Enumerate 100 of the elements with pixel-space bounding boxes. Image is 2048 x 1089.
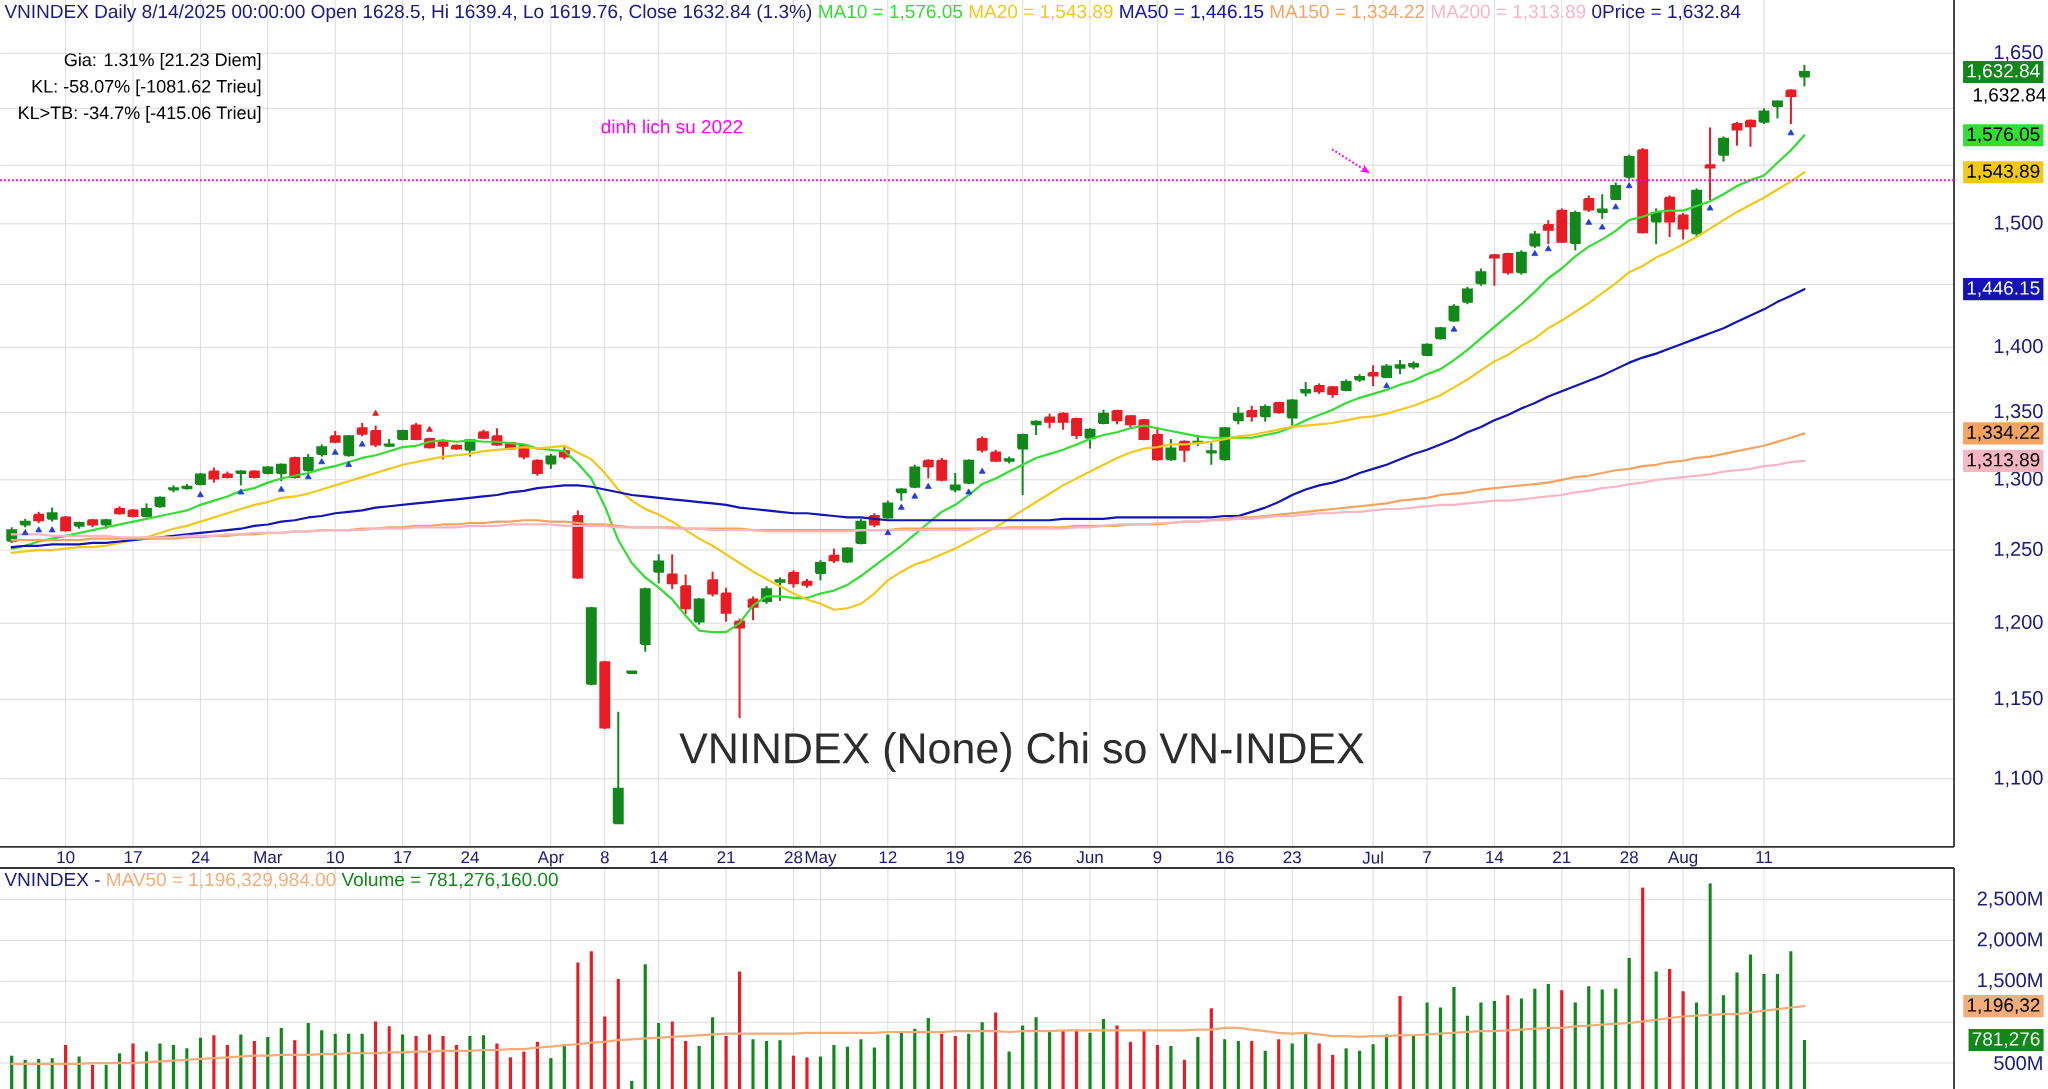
- y-tick-label: 1,100: [1994, 770, 2043, 788]
- point: [1450, 325, 1458, 332]
- candlestick: [1596, 193, 1608, 221]
- point: [1706, 204, 1714, 211]
- y-tick-label: 500M: [1994, 1055, 2042, 1071]
- x-tick-label: Mar: [254, 851, 283, 864]
- x-tick-label: 12: [879, 851, 897, 864]
- candlestick: [1704, 126, 1716, 202]
- candlestick: [1745, 118, 1756, 148]
- chart-title: VNINDEX Daily 8/14/2025 00:00:00 Open 1628.5, Hi 1639.4, Lo 1619.76, Close 1632.84 (1.3%): [4, 4, 812, 22]
- y-tick-label: 2,000M: [1977, 932, 2042, 949]
- y-tick-label: 1,313.89: [1967, 453, 2040, 469]
- x-tick-label: 14: [650, 851, 668, 863]
- point: [426, 425, 433, 432]
- point: [48, 526, 56, 533]
- x-tick-label: 24: [191, 851, 210, 864]
- point: [197, 491, 204, 498]
- x-tick-label: 17: [394, 851, 412, 863]
- y-tick-label: 1,334.22: [1967, 425, 2040, 442]
- text: Volume = 781,276,160.00: [341, 872, 558, 889]
- y-tick-label: 1,150: [1994, 691, 2043, 708]
- x-tick-label: 21: [1553, 851, 1571, 864]
- candlestick: [1785, 88, 1797, 126]
- x-tick-label: 7: [1423, 851, 1431, 863]
- y-tick-label: 2,500M: [1977, 891, 2042, 908]
- text: 1,196,32: [1967, 998, 2040, 1015]
- candlestick: [693, 596, 705, 626]
- candlestick: [370, 424, 382, 449]
- y-tick-label: 1,500M: [1978, 973, 2042, 990]
- x-tick-label: 9: [1153, 851, 1162, 864]
- x-tick-label: 28: [1620, 851, 1638, 864]
- annotation: Gia: 1.31% [21.23 Diem]: [64, 52, 261, 70]
- candlestick: [1731, 120, 1743, 147]
- x-tick-label: May: [805, 851, 837, 867]
- point: [1585, 218, 1593, 225]
- candlestick: [1515, 249, 1527, 276]
- point: [965, 488, 973, 495]
- candlestick: [707, 570, 719, 598]
- point: [1625, 182, 1633, 189]
- y-tick-label: 1,250: [1994, 541, 2043, 559]
- point: [1787, 129, 1795, 136]
- candlestick: [653, 553, 665, 585]
- point: [304, 473, 312, 480]
- candlestick: [1677, 212, 1689, 241]
- candlestick: [815, 559, 826, 582]
- annotation: VNINDEX (None) Chi so VN-INDEX: [679, 731, 1364, 773]
- text: MA20 = 1,543.89: [969, 4, 1113, 21]
- annotation: KL: -58.07% [-1081.62 Trieu]: [32, 79, 261, 97]
- x-tick-label: 11: [1756, 851, 1772, 863]
- candlestick: [680, 573, 692, 616]
- y-tick-label: 1,446.15: [1967, 281, 2040, 298]
- x-tick-label: 16: [1216, 851, 1234, 864]
- candlestick: [1367, 364, 1379, 387]
- candlestick: [949, 471, 961, 494]
- candlestick: [1488, 252, 1500, 287]
- x-tick-label: 8: [600, 851, 609, 864]
- candlestick: [1542, 219, 1554, 246]
- chart-subtitle: 0Price = 1,632.84: [1592, 4, 1741, 21]
- text: 781,276: [1972, 1032, 2040, 1048]
- y-tick-label: 1,576.05: [1967, 127, 2040, 144]
- point: [884, 529, 892, 536]
- candlestick: [1664, 194, 1676, 239]
- x-tick-label: 26: [1014, 851, 1032, 864]
- text: MAV50 = 1,196,329,984.00: [107, 872, 336, 889]
- point: [1612, 203, 1620, 210]
- y-tick-label: 1,543.89: [1967, 164, 2040, 181]
- text: MA150 = 1,334.22: [1270, 4, 1425, 21]
- y-tick-label: 1,300: [1994, 471, 2043, 489]
- candlestick: [666, 553, 678, 591]
- x-tick-label: 10: [57, 851, 75, 864]
- annotation: KL>TB: -34.7% [-415.06 Trieu]: [19, 105, 261, 123]
- candlestick: [922, 458, 934, 480]
- point: [897, 503, 905, 510]
- candlestick: [1165, 438, 1177, 462]
- point: [372, 409, 379, 416]
- y-tick-label: 1,200: [1994, 614, 2043, 632]
- y-tick-label: 1,400: [1994, 338, 2043, 356]
- x-tick-label: 19: [947, 851, 964, 864]
- x-tick-label: 24: [461, 851, 479, 864]
- candlestick: [1286, 398, 1298, 427]
- point: [331, 448, 339, 455]
- point: [1544, 245, 1552, 252]
- point: [318, 458, 326, 465]
- x-tick-label: Jun: [1076, 851, 1103, 864]
- candlestick: [343, 434, 355, 458]
- point: [1383, 382, 1390, 389]
- ref-line-label: dinh lich su 2022: [601, 119, 743, 134]
- x-tick-label: 21: [717, 851, 735, 864]
- x-tick-label: 17: [124, 851, 142, 863]
- candlestick: [882, 499, 894, 520]
- candlestick: [720, 586, 732, 623]
- y-tick-label: 1,350: [1994, 404, 2043, 421]
- point: [35, 526, 43, 533]
- y-tick-label: 1,650: [1994, 45, 2043, 62]
- x-tick-label: Aug: [1668, 851, 1698, 867]
- point: [911, 492, 919, 499]
- text: MA200 = 1,313.89: [1431, 4, 1586, 21]
- x-tick-label: Jul: [1362, 851, 1383, 864]
- point: [345, 460, 353, 467]
- point: [237, 488, 245, 495]
